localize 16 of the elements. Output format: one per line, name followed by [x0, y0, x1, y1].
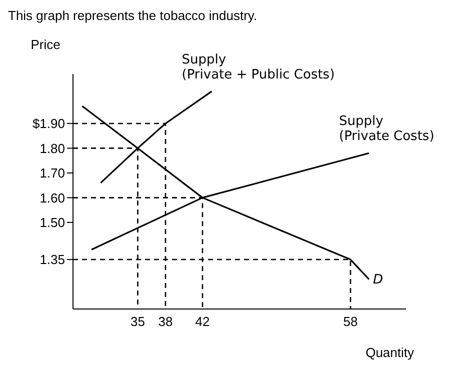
- x-tick-label: 58: [343, 314, 358, 330]
- x-tick-label: 38: [158, 314, 173, 330]
- series-label: Supply (Private Costs): [339, 114, 434, 144]
- x-tick-label: 42: [195, 314, 210, 330]
- y-axis-title: Price: [30, 37, 60, 52]
- y-tick-label: $1.90: [32, 116, 65, 132]
- chart-title: This graph represents the tobacco industry.: [8, 8, 258, 23]
- x-axis-title: Quantity: [366, 345, 414, 360]
- y-tick-label: 1.35: [40, 252, 65, 268]
- y-tick-label: 1.60: [40, 190, 65, 206]
- series-label: Supply (Private + Public Costs): [182, 52, 335, 82]
- y-tick-label: 1.50: [40, 215, 65, 230]
- x-tick-label: 35: [130, 314, 145, 330]
- y-tick-label: 1.70: [40, 166, 65, 181]
- series-label: D: [373, 272, 384, 288]
- y-tick-label: 1.80: [40, 140, 65, 156]
